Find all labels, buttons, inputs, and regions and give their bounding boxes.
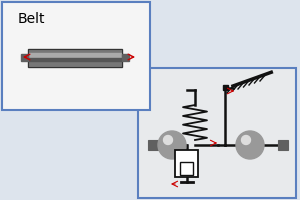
Bar <box>28 49 122 67</box>
Bar <box>278 140 288 150</box>
Bar <box>28 49 122 67</box>
Bar <box>175 150 198 177</box>
Bar <box>148 140 158 150</box>
Bar <box>138 68 296 198</box>
Bar <box>21 54 28 61</box>
Circle shape <box>242 136 250 144</box>
Bar <box>28 58 122 61</box>
Bar <box>223 85 228 90</box>
Text: Belt: Belt <box>18 12 46 26</box>
Bar <box>180 162 194 175</box>
Bar <box>122 54 129 61</box>
Circle shape <box>158 131 186 159</box>
Bar <box>28 53 122 58</box>
Bar <box>2 2 150 110</box>
Circle shape <box>164 136 172 144</box>
Circle shape <box>236 131 264 159</box>
